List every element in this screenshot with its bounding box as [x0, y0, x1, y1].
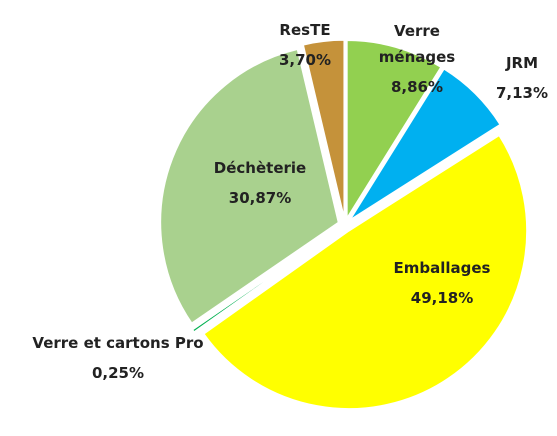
slice-label: Verre et cartons Pro: [32, 334, 204, 352]
pie-slice: [302, 39, 345, 219]
value-label: 7,13%: [495, 84, 549, 102]
slice-label: Déchèterie: [213, 159, 307, 177]
pie-slice: [346, 39, 443, 221]
value-label: 3,70%: [278, 51, 332, 69]
slice-label: JRM: [505, 54, 539, 72]
value-label: 0,25%: [91, 364, 145, 382]
pie-slice: [159, 48, 340, 325]
pie-slice: [349, 67, 502, 221]
slice-label: Emballages: [393, 259, 491, 277]
slice-label: Verre ménages: [378, 22, 456, 66]
value-label: 8,86%: [390, 78, 444, 96]
pie-slice: [191, 228, 340, 334]
value-label: 49,18%: [410, 289, 474, 307]
slice-label: ResTE: [279, 21, 331, 39]
pie-slice: [202, 134, 528, 410]
value-label: 30,87%: [228, 189, 292, 207]
